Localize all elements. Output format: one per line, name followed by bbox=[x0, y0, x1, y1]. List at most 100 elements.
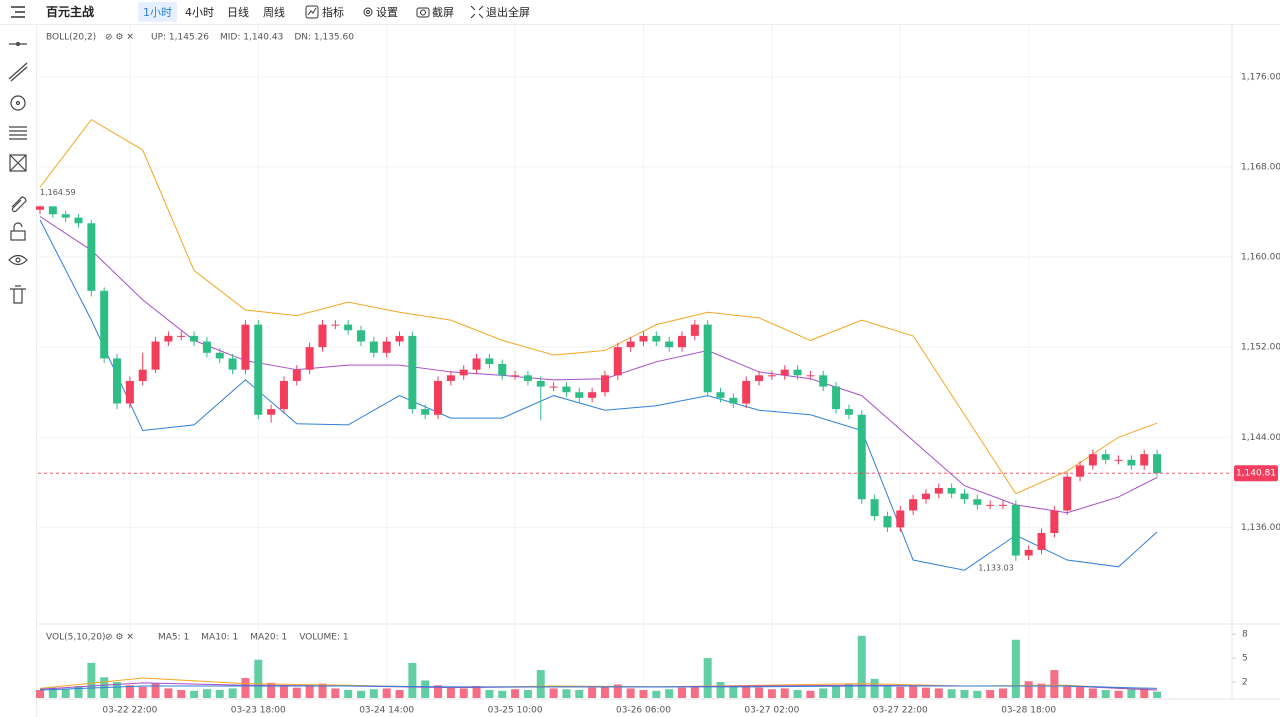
volume-bar bbox=[844, 683, 853, 698]
volume-bar bbox=[947, 689, 956, 698]
candle-body bbox=[742, 380, 751, 404]
candle-body bbox=[973, 499, 982, 505]
volume-bar bbox=[369, 689, 378, 698]
candle-body bbox=[254, 324, 263, 415]
volume-bar bbox=[896, 686, 905, 698]
volume-bar bbox=[1011, 639, 1020, 698]
interval[interactable]: 4小时 bbox=[185, 6, 214, 19]
volume-bar bbox=[472, 686, 481, 698]
icon bbox=[363, 7, 373, 17]
volume-bar bbox=[1114, 690, 1123, 698]
candle-body bbox=[87, 223, 96, 291]
candle-body bbox=[626, 341, 635, 348]
interval[interactable]: 日线 bbox=[227, 6, 249, 19]
candle-body bbox=[1076, 465, 1085, 477]
x-tick-label: 03-27 22:00 bbox=[873, 706, 928, 716]
volume-tick-label: 2 bbox=[1242, 678, 1248, 688]
symbol-title[interactable]: 百元主战 bbox=[46, 5, 95, 19]
volume-bar bbox=[1050, 670, 1059, 698]
candle-body bbox=[74, 217, 83, 224]
last-price-box bbox=[1234, 465, 1278, 482]
candle-body bbox=[434, 380, 443, 415]
candle-body bbox=[780, 369, 789, 376]
volume-bar bbox=[678, 687, 686, 698]
volume-bar bbox=[113, 682, 122, 698]
volume-bar bbox=[1037, 683, 1046, 698]
y-tick-label: 1,144.00 bbox=[1241, 433, 1280, 443]
candle-body bbox=[844, 409, 853, 415]
legend-entry: VOLUME: 1 bbox=[299, 633, 348, 643]
x-tick-label: 03-25 10:00 bbox=[488, 706, 543, 716]
candle-body bbox=[177, 335, 186, 337]
volume-bar bbox=[870, 678, 879, 698]
candle-body bbox=[793, 369, 802, 376]
volume-bar bbox=[575, 690, 584, 698]
candle-body bbox=[113, 358, 122, 404]
volume-bar bbox=[202, 689, 211, 698]
candle-body bbox=[1063, 476, 1072, 511]
candle-body bbox=[164, 335, 173, 342]
interval[interactable]: 周线 bbox=[263, 6, 285, 19]
legend-entry: MID: 1,140.43 bbox=[220, 33, 283, 43]
volume-tick-label: 8 bbox=[1242, 630, 1248, 640]
candle-body bbox=[421, 409, 430, 415]
candle-body bbox=[511, 375, 520, 377]
candle-body bbox=[947, 487, 956, 494]
volume-bar bbox=[986, 690, 995, 698]
volume-bar bbox=[716, 682, 725, 698]
candle-body bbox=[1050, 510, 1059, 534]
tool[interactable]: 指标 bbox=[322, 6, 344, 19]
volume-bar bbox=[421, 680, 430, 698]
volume-bar bbox=[1088, 688, 1097, 698]
volume-bar bbox=[960, 690, 969, 698]
candle-body bbox=[100, 290, 109, 359]
candle-body bbox=[138, 369, 147, 381]
legend-entry: UP: 1,145.26 bbox=[151, 33, 209, 43]
volume-bar bbox=[74, 686, 83, 698]
volume-bar bbox=[1101, 690, 1110, 698]
volume-bar bbox=[690, 686, 699, 698]
volume-bar bbox=[215, 690, 224, 698]
volume-ma-line bbox=[39, 685, 1158, 691]
candle-body bbox=[228, 358, 237, 370]
volume-bar bbox=[793, 690, 802, 698]
interval-active[interactable]: 1小时 bbox=[138, 2, 177, 22]
boll-line bbox=[39, 118, 1158, 495]
y-tick-label: 1,136.00 bbox=[1241, 523, 1280, 533]
candle-body bbox=[690, 324, 699, 336]
candle-body bbox=[934, 487, 943, 494]
tool[interactable]: 退出全屏 bbox=[486, 6, 530, 19]
icon bbox=[470, 5, 484, 19]
candle-body bbox=[639, 335, 648, 342]
candle-body bbox=[459, 369, 468, 376]
volume-bar bbox=[459, 688, 468, 698]
volume-bar bbox=[523, 690, 532, 698]
candle-body bbox=[305, 347, 314, 370]
tool[interactable]: 设置 bbox=[376, 6, 398, 19]
volume-bar bbox=[588, 687, 597, 698]
volume-bar bbox=[767, 689, 776, 698]
candle-body bbox=[1140, 454, 1149, 466]
volume-bar bbox=[177, 690, 186, 698]
tool[interactable]: 截屏 bbox=[432, 6, 454, 19]
volume-bar bbox=[780, 688, 789, 698]
candle-body bbox=[446, 375, 455, 381]
candle-body bbox=[703, 324, 712, 393]
candle-body bbox=[536, 380, 545, 387]
menu-icon[interactable] bbox=[10, 5, 26, 19]
volume-bar bbox=[446, 687, 455, 698]
volume-bar bbox=[344, 690, 353, 698]
volume-bar bbox=[1140, 688, 1149, 698]
volume-bar bbox=[382, 688, 391, 698]
candle-body bbox=[125, 380, 134, 404]
candle-body bbox=[755, 375, 764, 381]
volume-bar bbox=[909, 686, 918, 698]
boll-line bbox=[39, 216, 1158, 514]
boll-line bbox=[39, 219, 1158, 571]
candle-body bbox=[588, 392, 597, 398]
volume-bar bbox=[357, 690, 365, 698]
candle-body bbox=[1024, 549, 1033, 556]
indicator-controls: ⊘ ⚙ ✕ bbox=[105, 33, 134, 43]
candle-body bbox=[819, 375, 828, 387]
